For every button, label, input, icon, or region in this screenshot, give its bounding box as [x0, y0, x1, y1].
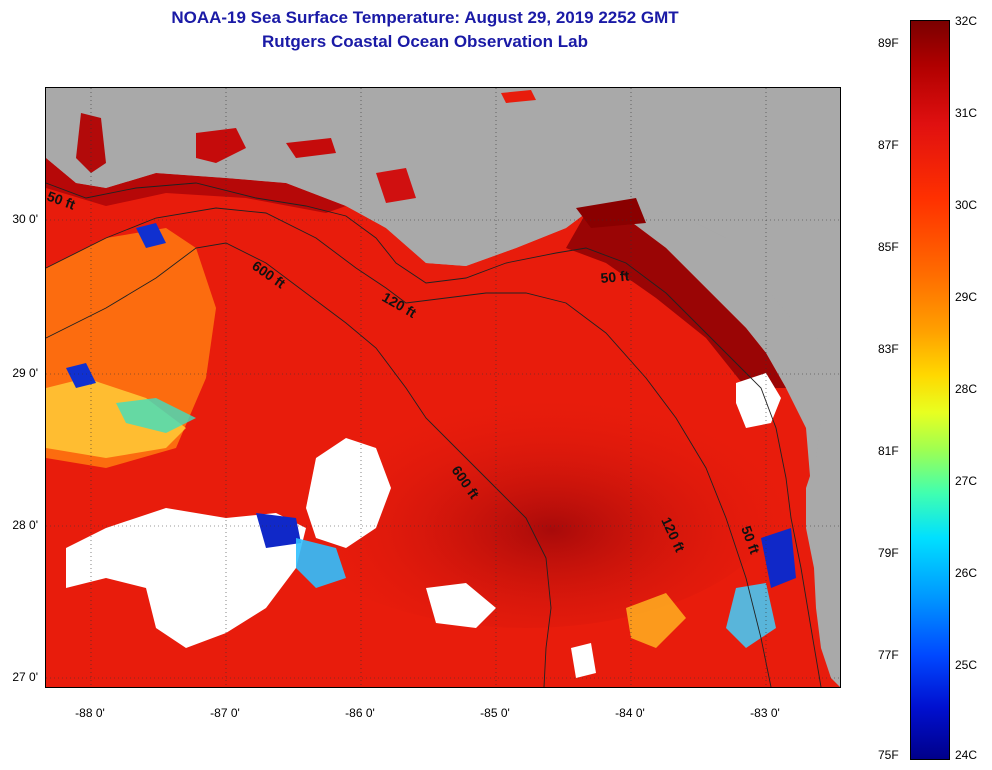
longitude-label-87: -87 0': [210, 706, 240, 720]
latitude-label-29: 29 0': [12, 366, 38, 380]
colorbar-label-30c: 30C: [955, 198, 978, 212]
mobile-bay: [76, 113, 106, 173]
colorbar-label-26c: 26C: [955, 566, 978, 580]
contour-label-50ft-bigbend: 50 ft: [600, 268, 630, 286]
colorbar-label-85f: 85F: [878, 240, 899, 254]
latitude-label-28: 28 0': [12, 518, 38, 532]
colorbar-label-81f: 81F: [878, 444, 899, 458]
sst-map-svg: 50 ft 600 ft 120 ft 50 ft 600 ft 120 ft …: [46, 88, 840, 687]
cloud-area-1: [66, 508, 306, 648]
blue-patch-1: [66, 363, 96, 388]
longitude-label-85: -85 0': [480, 706, 510, 720]
map-title: NOAA-19 Sea Surface Temperature: August …: [171, 8, 679, 27]
longitude-label-86: -86 0': [345, 706, 375, 720]
graticule: [46, 88, 840, 687]
pensacola-bay: [196, 128, 246, 163]
colorbar-label-28c: 28C: [955, 382, 978, 396]
cloud-area-4: [736, 373, 781, 428]
colorbar-label-32c: 32C: [955, 14, 978, 28]
contour-50ft-west: [46, 182, 822, 687]
longitude-label-88: -88 0': [75, 706, 105, 720]
temperature-colorbar: [910, 20, 950, 760]
cold-patch-4: [726, 583, 776, 648]
cold-patch-5: [626, 593, 686, 648]
cold-patch-3: [761, 528, 796, 588]
cloud-area-2: [306, 438, 391, 548]
cold-patch-2: [296, 538, 346, 588]
warm-core-region: [266, 348, 786, 628]
colorbar-label-25c: 25C: [955, 658, 978, 672]
land-north: [46, 88, 840, 348]
colorbar-label-75f: 75F: [878, 748, 899, 762]
contour-600ft: [46, 242, 552, 687]
blue-patch-2: [136, 223, 166, 248]
cloud-area-5: [571, 643, 596, 678]
cyan-patch-1: [116, 398, 196, 433]
latitude-label-30: 30 0': [12, 212, 38, 226]
latitude-label-27: 27 0': [12, 670, 38, 684]
sea-surface-temperature-map: 50 ft 600 ft 120 ft 50 ft 600 ft 120 ft …: [45, 87, 841, 688]
cooler-west-patch: [46, 378, 186, 458]
cold-patch-1: [256, 513, 301, 548]
colorbar-label-79f: 79F: [878, 546, 899, 560]
apalachee-bay: [576, 198, 646, 228]
colorbar-label-87f: 87F: [878, 138, 899, 152]
colorbar-label-29c: 29C: [955, 290, 978, 304]
colorbar-label-31c: 31C: [955, 106, 978, 120]
hot-nearshore-region: [566, 213, 786, 388]
map-subtitle: Rutgers Coastal Ocean Observation Lab: [262, 32, 588, 51]
colorbar-label-27c: 27C: [955, 474, 978, 488]
colorbar-label-89f: 89F: [878, 36, 899, 50]
longitude-label-83: -83 0': [750, 706, 780, 720]
contour-120ft: [46, 207, 772, 687]
land-florida-peninsula: [806, 348, 840, 687]
colorbar-label-24c: 24C: [955, 748, 978, 762]
colorbar-label-83f: 83F: [878, 342, 899, 356]
colorbar-label-77f: 77F: [878, 648, 899, 662]
hot-panhandle-region: [46, 158, 346, 213]
choctaw-bay: [286, 138, 336, 158]
longitude-label-84: -84 0': [615, 706, 645, 720]
cloud-area-3: [426, 583, 496, 628]
st-andrew-bay: [376, 168, 416, 203]
lake-shape: [501, 90, 536, 103]
